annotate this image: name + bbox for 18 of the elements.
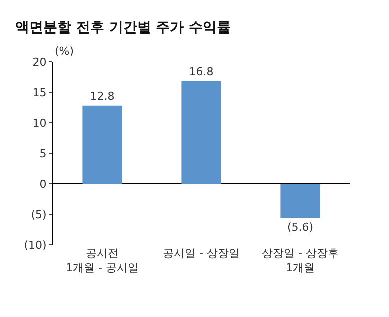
y-tick-label: 5	[40, 147, 47, 160]
y-tick-label: 0	[40, 178, 47, 191]
chart-title: 액면분할 전후 기간별 주가 수익률	[16, 20, 232, 36]
bar	[182, 82, 222, 184]
y-tick-label: 15	[32, 86, 47, 100]
x-tick-label: 공시전 1개월 - 공시일	[66, 247, 139, 274]
data-label: 16.8	[189, 66, 214, 79]
x-tick-label: 공시일 - 상장일	[163, 247, 240, 260]
y-tick-label: (10)	[24, 238, 47, 252]
data-label: 12.8	[90, 90, 115, 103]
x-tick-label: 상장일 - 상장후 1개월	[262, 247, 339, 274]
bar	[280, 184, 320, 218]
y-tick-label: (5)	[31, 208, 47, 222]
y-tick-label: 20	[32, 56, 47, 69]
y-tick-label: 10	[32, 116, 47, 130]
y-axis-title: (%)	[55, 45, 74, 58]
bar	[82, 106, 122, 184]
data-label: (5.6)	[287, 221, 314, 234]
